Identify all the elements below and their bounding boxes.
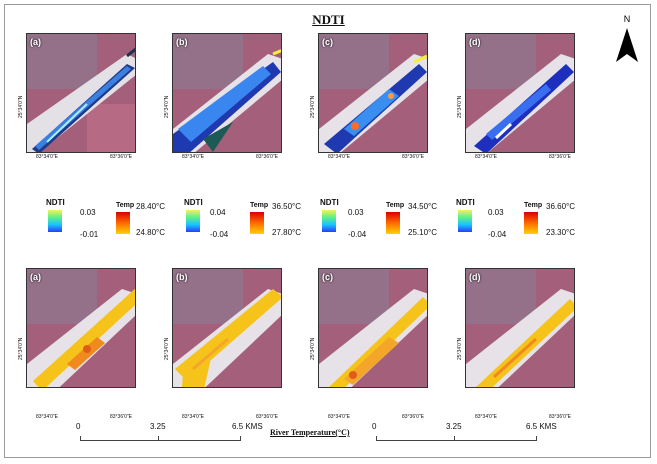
ndti-colorbar	[48, 210, 62, 232]
figure-frame	[4, 4, 651, 458]
panel-label: (b)	[176, 272, 188, 282]
temp-colorbar	[116, 212, 130, 234]
temp-high: 36.60°C	[546, 202, 575, 211]
x-coord-label: 83°36'0"E	[256, 414, 278, 420]
x-coord-label: 83°36'0"E	[402, 154, 424, 160]
panel-label: (d)	[469, 272, 481, 282]
scale-bar-right	[376, 440, 536, 441]
ndti-high: 0.03	[488, 208, 504, 217]
ndti-low: -0.04	[348, 230, 367, 239]
ndti-colorbar	[186, 210, 200, 232]
temp-high: 36.50°C	[272, 202, 301, 211]
y-coord-label: 25°34'0"N	[18, 95, 24, 118]
temperature-map-b: (b)	[172, 268, 282, 388]
ndti-map-b: (b)	[172, 33, 282, 153]
temp-high: 34.50°C	[408, 202, 437, 211]
scale-tick-label: 6.5 KMS	[526, 422, 557, 431]
ndti-high: 0.04	[210, 208, 226, 217]
temperature-map-a: (a)	[26, 268, 136, 388]
north-arrow-icon: N	[612, 14, 642, 64]
y-coord-label: 25°34'0"N	[310, 337, 316, 360]
temp-colorbar	[524, 212, 538, 234]
temp-low: 24.80°C	[136, 228, 165, 237]
temp-colorbar	[386, 212, 400, 234]
x-coord-label: 83°34'0"E	[328, 414, 350, 420]
scale-tick	[240, 436, 241, 441]
scale-tick	[376, 436, 377, 441]
ndti-low: -0.04	[488, 230, 507, 239]
temperature-map-c: (c)	[318, 268, 428, 388]
ndti-low: -0.01	[80, 230, 99, 239]
north-label: N	[623, 14, 631, 24]
ndti-legend-title: NDTI	[184, 198, 203, 207]
x-coord-label: 83°36'0"E	[549, 414, 571, 420]
temp-high: 28.40°C	[136, 202, 165, 211]
temperature-map-d: (d)	[465, 268, 575, 388]
y-coord-label: 25°34'0"N	[457, 337, 463, 360]
x-coord-label: 83°34'0"E	[182, 414, 204, 420]
y-coord-label: 25°34'0"N	[164, 337, 170, 360]
panel-label: (b)	[176, 37, 188, 47]
scale-tick	[454, 436, 455, 441]
x-coord-label: 83°36'0"E	[110, 414, 132, 420]
x-coord-label: 83°34'0"E	[475, 154, 497, 160]
x-coord-label: 83°34'0"E	[328, 154, 350, 160]
y-coord-label: 25°34'0"N	[457, 95, 463, 118]
ndti-map-c: (c)	[318, 33, 428, 153]
ndti-low: -0.04	[210, 230, 229, 239]
ndti-colorbar	[458, 210, 472, 232]
scale-tick-label: 0	[372, 422, 377, 431]
x-coord-label: 83°34'0"E	[36, 154, 58, 160]
scale-tick-label: 3.25	[446, 422, 462, 431]
ndti-high: 0.03	[80, 208, 96, 217]
temp-legend-title: Temp	[386, 202, 405, 209]
temp-legend-title: Temp	[250, 202, 269, 209]
river-temperature-label: River Temperature(°C)	[270, 428, 350, 437]
panel-label: (a)	[30, 272, 41, 282]
y-coord-label: 25°34'0"N	[18, 337, 24, 360]
temp-low: 27.80°C	[272, 228, 301, 237]
panel-label: (c)	[322, 272, 333, 282]
ndti-legend-title: NDTI	[46, 198, 65, 207]
scale-bar-left	[80, 440, 240, 441]
ndti-high: 0.03	[348, 208, 364, 217]
temp-legend-title: Temp	[116, 202, 135, 209]
x-coord-label: 83°36'0"E	[110, 154, 132, 160]
x-coord-label: 83°34'0"E	[475, 414, 497, 420]
ndti-map-a: (a)	[26, 33, 136, 153]
y-coord-label: 25°34'0"N	[164, 95, 170, 118]
ndti-legend-title: NDTI	[320, 198, 339, 207]
legend-group-a: NDTI 0.03 -0.01 Temp 28.40°C 24.80°C	[46, 198, 176, 242]
scale-tick-label: 3.25	[150, 422, 166, 431]
scale-tick	[536, 436, 537, 441]
panel-label: (d)	[469, 37, 481, 47]
scale-tick	[158, 436, 159, 441]
ndti-legend-title: NDTI	[456, 198, 475, 207]
figure-title: NDTI	[312, 12, 345, 27]
temp-colorbar	[250, 212, 264, 234]
scale-tick-label: 0	[76, 422, 81, 431]
scale-tick	[80, 436, 81, 441]
temp-legend-title: Temp	[524, 202, 543, 209]
x-coord-label: 83°36'0"E	[256, 154, 278, 160]
x-coord-label: 83°34'0"E	[36, 414, 58, 420]
legend-group-d: NDTI 0.03 -0.04 Temp 36.60°C 23.30°C	[456, 198, 606, 242]
ndti-map-d: (d)	[465, 33, 575, 153]
x-coord-label: 83°34'0"E	[182, 154, 204, 160]
temp-low: 25.10°C	[408, 228, 437, 237]
temp-low: 23.30°C	[546, 228, 575, 237]
legend-group-b: NDTI 0.04 -0.04 Temp 36.50°C 27.80°C	[184, 198, 324, 242]
x-coord-label: 83°36'0"E	[402, 414, 424, 420]
x-coord-label: 83°36'0"E	[549, 154, 571, 160]
y-coord-label: 25°34'0"N	[310, 95, 316, 118]
scale-tick-label: 6.5 KMS	[232, 422, 263, 431]
panel-label: (a)	[30, 37, 41, 47]
panel-label: (c)	[322, 37, 333, 47]
ndti-colorbar	[322, 210, 336, 232]
legend-group-c: NDTI 0.03 -0.04 Temp 34.50°C 25.10°C	[320, 198, 460, 242]
